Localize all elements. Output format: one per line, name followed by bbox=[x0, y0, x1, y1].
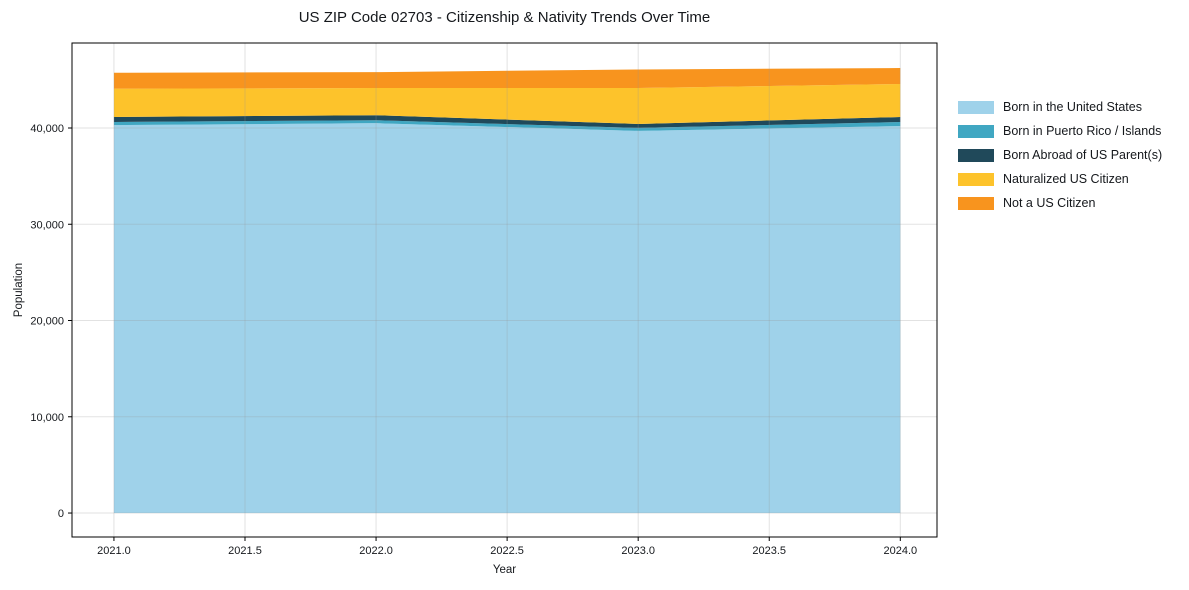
x-tick-label: 2022.5 bbox=[490, 545, 524, 557]
legend-label: Not a US Citizen bbox=[1003, 196, 1096, 210]
legend-item-naturalized-us-citizen: Naturalized US Citizen bbox=[958, 173, 1162, 186]
chart-title: US ZIP Code 02703 - Citizenship & Nativi… bbox=[298, 9, 711, 26]
area-not-a-us-citizen bbox=[113, 68, 901, 89]
area-born-in-the-united-states bbox=[113, 123, 901, 514]
y-tick-label: 40,000 bbox=[30, 123, 64, 135]
legend-swatch-icon bbox=[958, 173, 994, 186]
legend-label: Born in Puerto Rico / Islands bbox=[1003, 124, 1162, 138]
x-tick-label: 2021.5 bbox=[228, 545, 262, 557]
legend: Born in the United States Born in Puerto … bbox=[958, 101, 1162, 221]
area-born-abroad-of-us-parent-s bbox=[113, 115, 901, 128]
y-tick-label: 10,000 bbox=[30, 412, 64, 424]
legend-swatch-icon bbox=[958, 125, 994, 138]
x-tick-label: 2022.0 bbox=[359, 545, 393, 557]
x-tick-label: 2023.0 bbox=[621, 545, 655, 557]
legend-label: Born Abroad of US Parent(s) bbox=[1003, 148, 1163, 162]
area-born-in-puerto-rico-islands bbox=[113, 120, 901, 131]
plot-border bbox=[71, 42, 938, 538]
legend-label: Naturalized US Citizen bbox=[1003, 172, 1129, 186]
y-tick-label: 0 bbox=[58, 508, 64, 520]
legend-item-born-abroad-of-us-parent-s: Born Abroad of US Parent(s) bbox=[958, 149, 1162, 162]
y-tick-label: 30,000 bbox=[30, 219, 64, 231]
x-axis-label: Year bbox=[492, 564, 517, 576]
y-tick-label: 20,000 bbox=[30, 316, 64, 328]
legend-swatch-icon bbox=[958, 197, 994, 210]
y-axis-label: Population bbox=[13, 262, 25, 318]
x-tick-label: 2021.0 bbox=[97, 545, 131, 557]
x-tick-label: 2024.0 bbox=[883, 545, 917, 557]
legend-item-born-in-puerto-rico-islands: Born in Puerto Rico / Islands bbox=[958, 125, 1162, 138]
legend-label: Born in the United States bbox=[1003, 100, 1142, 114]
area-naturalized-us-citizen bbox=[113, 84, 901, 124]
legend-swatch-icon bbox=[958, 101, 994, 114]
legend-item-not-a-us-citizen: Not a US Citizen bbox=[958, 197, 1162, 210]
legend-swatch-icon bbox=[958, 149, 994, 162]
legend-item-born-in-the-united-states: Born in the United States bbox=[958, 101, 1162, 114]
x-tick-label: 2023.5 bbox=[752, 545, 786, 557]
